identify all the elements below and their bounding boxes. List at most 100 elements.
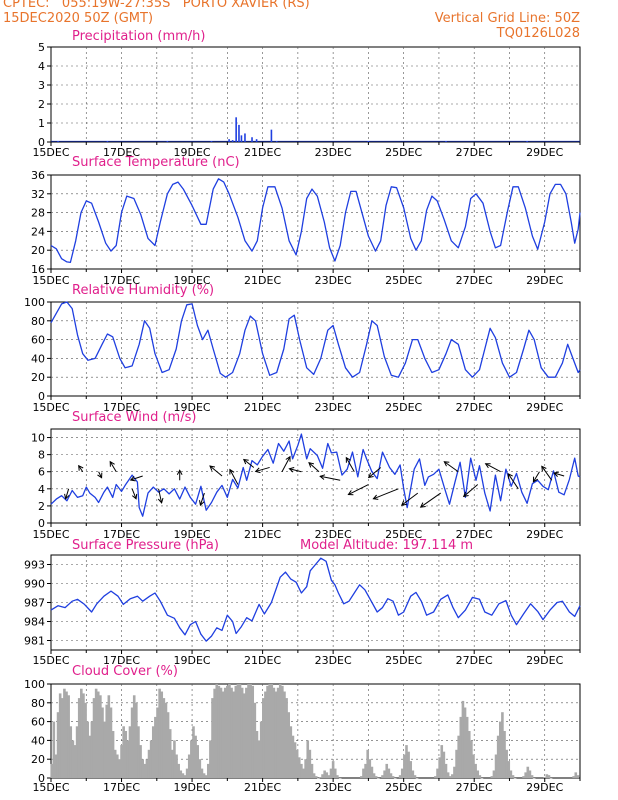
cloud-bar [111, 731, 115, 778]
cloud-bar [465, 716, 469, 778]
rh-xtick-label: 15DEC [32, 401, 69, 414]
pres-ytick-label: 984 [24, 616, 45, 629]
precip-bar [526, 141, 528, 143]
cloud-bar [285, 698, 288, 778]
wind-arrow-head [443, 461, 450, 467]
wind-arrow-head [109, 460, 115, 467]
temp-ytick-label: 32 [31, 188, 45, 201]
cloud-ytick-label: 40 [31, 734, 45, 747]
wind-arrow [243, 459, 255, 468]
cloud-bar [310, 763, 314, 778]
cloud-bar [574, 772, 578, 778]
wind-arrow-head [285, 455, 291, 462]
precip-bar [445, 141, 447, 143]
cloud-bar [283, 691, 286, 778]
pres-xtick-label: 27DEC [456, 654, 493, 667]
temp-ytick-label: 24 [31, 225, 45, 238]
wind-xtick-label: 21DEC [244, 528, 281, 541]
cloud-bar [387, 768, 391, 778]
wind-xtick-label: 17DEC [103, 528, 140, 541]
cloud-bar [281, 685, 284, 778]
cloud-bar [440, 745, 444, 778]
precip-bar [275, 141, 278, 142]
cloud-bar [547, 775, 551, 778]
cloud-bar [228, 684, 231, 778]
cloud-bar [200, 768, 204, 778]
pres-xtick-label: 23DEC [315, 654, 352, 667]
cloud-bar [472, 754, 475, 778]
rh-xtick-label: 27DEC [456, 401, 493, 414]
cloud-bar [300, 763, 303, 778]
precip-bar [228, 139, 230, 142]
wind-arrow-head [367, 472, 374, 479]
rh-series-line [50, 301, 581, 378]
cloud-bar [219, 687, 223, 778]
temp-xtick-label: 29DEC [526, 274, 563, 287]
wind-arrow-head [462, 491, 469, 498]
wind-arrow-head [131, 493, 138, 500]
cloud-bar [576, 775, 580, 778]
cloud-bar [503, 731, 506, 778]
temp-series-line [50, 178, 581, 264]
cloud-bar [103, 721, 106, 778]
cloud-bar [96, 691, 100, 778]
cloud-bar [366, 749, 369, 778]
cloud-bar [202, 773, 206, 778]
cloud-bar [436, 768, 439, 778]
cloud-bar [259, 721, 263, 778]
cloud-bar [175, 754, 178, 778]
wind-arrow [463, 484, 479, 497]
pres-xtick-label: 29DEC [526, 654, 563, 667]
cloud-bar [389, 773, 393, 778]
cloud-bar [572, 776, 575, 778]
cloud-bar [509, 770, 513, 778]
cloud-xtick-label: 15DEC [32, 781, 69, 794]
cloud-bar [530, 775, 534, 778]
cloud-bar [124, 731, 128, 778]
wind-arrow-head [242, 458, 249, 465]
rh-ytick-label: 80 [31, 315, 45, 328]
cloud-bar [448, 776, 452, 778]
cloud-bar [86, 721, 89, 778]
cloud-bar [446, 772, 450, 778]
cloud-bar [385, 763, 389, 778]
cloud-bar [257, 740, 261, 778]
cloud-bar [459, 716, 463, 778]
cloud-bar [289, 726, 293, 778]
cloud-bar [73, 745, 77, 778]
cloud-bar [276, 687, 280, 778]
cloud-bar [333, 768, 337, 778]
pres-ytick-label: 981 [24, 635, 45, 648]
wind-arrow-head [541, 465, 547, 472]
cloud-bar [223, 687, 227, 778]
cloud-bar [308, 749, 312, 778]
wind-arrow [541, 465, 553, 481]
rh-ytick-label: 20 [31, 371, 45, 384]
precip-xtick-label: 15DEC [32, 146, 69, 159]
precip-xtick-label: 27DEC [456, 146, 493, 159]
wind-arrow [308, 462, 320, 473]
cloud-xtick-label: 19DEC [174, 781, 211, 794]
wind-arrow [199, 492, 205, 506]
cloud-bar [451, 774, 454, 778]
cloud-bar [245, 687, 248, 778]
pres-xtick-label: 21DEC [244, 654, 281, 667]
cloud-bar [126, 740, 130, 778]
wind-arrow-head [176, 469, 183, 475]
cloud-bar [362, 768, 365, 778]
cloud-ytick-label: 100 [24, 678, 45, 691]
cloud-bar [480, 778, 484, 779]
precip-bar [240, 135, 243, 142]
cloud-bar [183, 775, 187, 778]
wind-arrow-head [288, 467, 295, 473]
cloud-bar [278, 684, 282, 778]
cloud-bar [476, 770, 480, 778]
wind-xtick-label: 27DEC [456, 528, 493, 541]
cloud-xtick-label: 17DEC [103, 781, 140, 794]
cloud-bar [137, 726, 140, 778]
cloud-bar [453, 766, 456, 778]
cloud-bar [461, 700, 465, 778]
wind-frame [50, 428, 581, 524]
cloud-bar [291, 735, 295, 778]
cloud-bar [381, 775, 384, 778]
